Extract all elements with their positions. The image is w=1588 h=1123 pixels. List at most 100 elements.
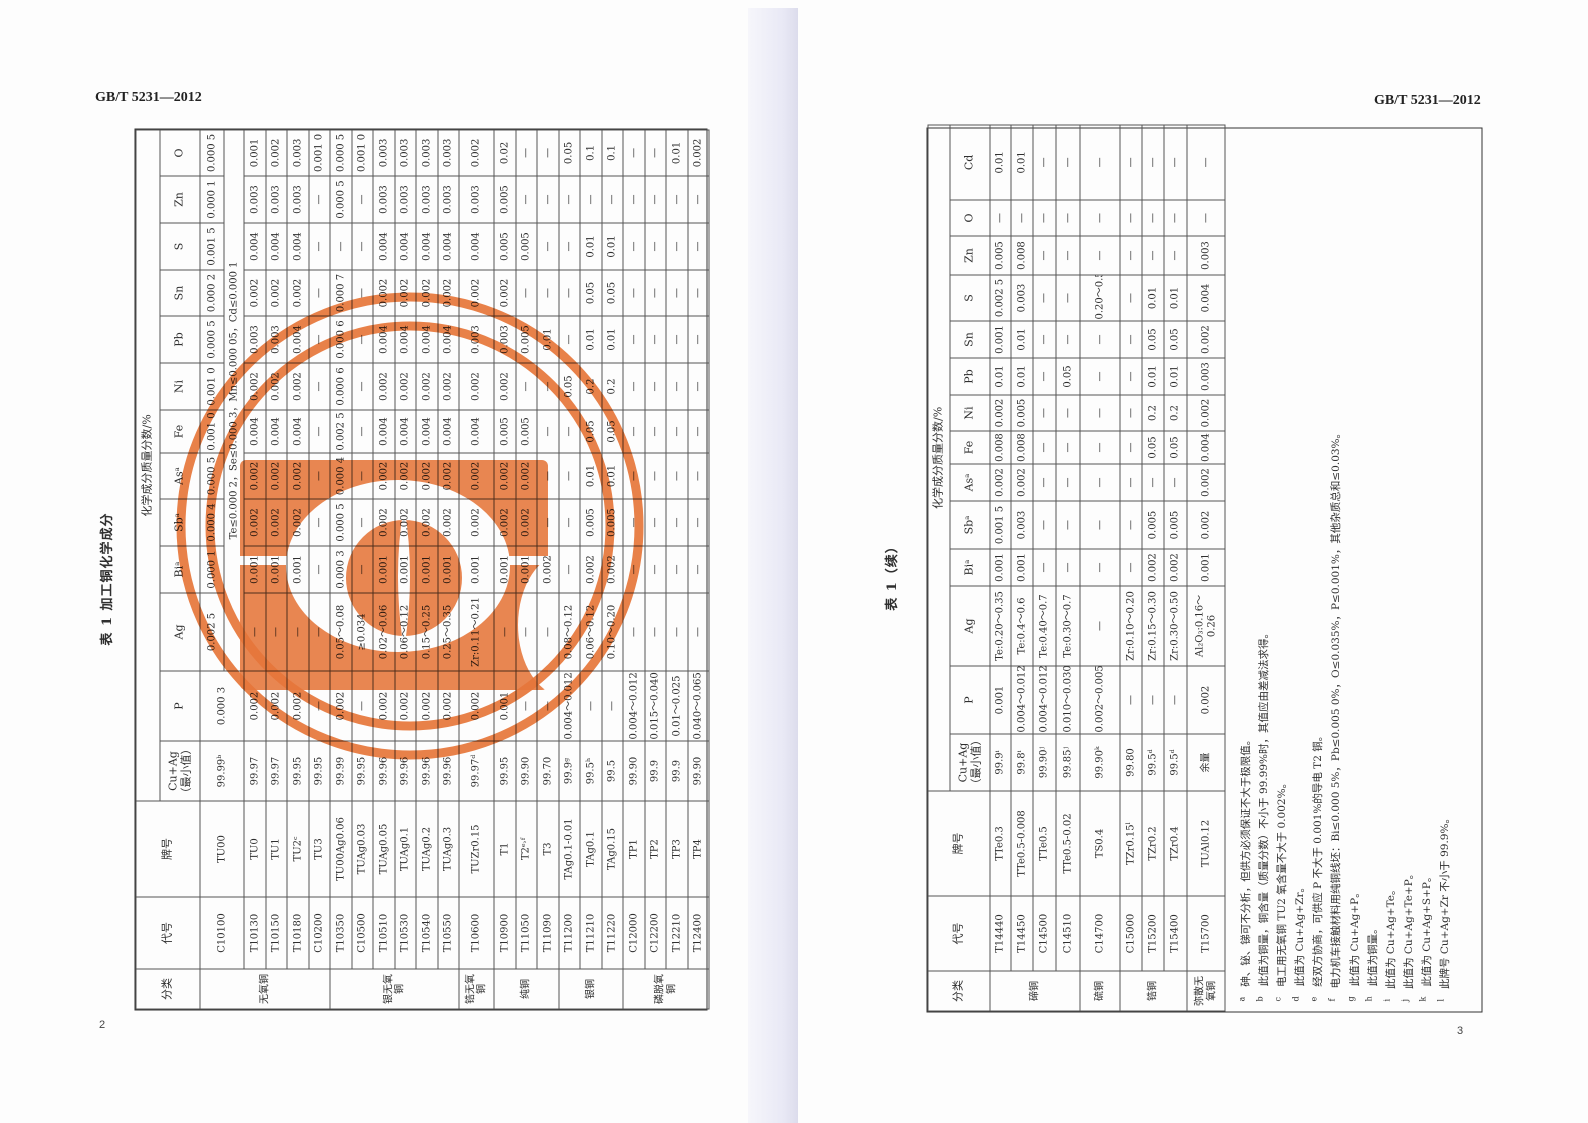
value-cell: 0.01	[580, 223, 602, 270]
grade-cell: TZr0.2	[1142, 791, 1164, 896]
value-cell: 0.000 6	[330, 316, 352, 363]
category-cell: 无氧铜	[200, 969, 330, 1009]
value-cell: —	[1033, 464, 1056, 501]
table-row: 硫铜 C14700 TS0.4 99.90ᵏ 0.002～0.005— — — — — — — —0.…	[1080, 124, 1120, 1011]
value-cell: 0.000 5	[330, 176, 352, 223]
footnote-text: 此牌号 Cu+Ag+Zr 不小于 99.9%。	[1439, 813, 1452, 989]
value-cell: Te:0.30～0.7	[1056, 586, 1080, 666]
code-cell: T14450	[1011, 896, 1033, 971]
value-cell: Zr:0.11～0.21	[459, 593, 494, 671]
value-cell: —	[1033, 431, 1056, 464]
footnote-mark: i	[1382, 998, 1392, 1002]
value-cell: —	[1056, 275, 1080, 321]
code-cell: C12200	[644, 897, 666, 969]
value-cell: Te:0.20～0.35	[990, 586, 1011, 666]
right-table-frame: 分类 代号 牌号 化学成分质量分数/% Cu+Ag（最小值） P Ag Biᵃ Sbᵃ Asᵃ Fe…	[926, 124, 1483, 1013]
value-cell: —	[623, 410, 645, 453]
value-cell: —	[308, 223, 330, 270]
value-cell: 0.001	[990, 549, 1011, 586]
value-cell: 0.002	[1164, 549, 1187, 586]
category-cell: 弥散无氧铜	[1187, 971, 1225, 1011]
value-cell: 0.002	[287, 270, 309, 316]
grade-cell: TUAg0.05	[373, 801, 395, 897]
value-cell: —	[1080, 549, 1120, 586]
table-row: 银铜 T11200 TAg0.1-0.01 99.9ᵍ 0.004～0.012 0.08～…	[558, 129, 623, 1009]
code-cell: C14500	[1033, 896, 1056, 971]
value-cell: 0.004	[394, 223, 416, 270]
grade-cell: TP1	[623, 801, 645, 897]
category-cell: 银铜	[558, 969, 623, 1009]
cu-ag-cell: 99.9	[644, 741, 666, 801]
value-cell: 0.004	[394, 410, 416, 453]
footnote-mark: k	[1418, 996, 1428, 1002]
code-cell: T11220	[601, 897, 623, 969]
header-row: 分类 代号 牌号 化学成分质量分数/%	[136, 129, 200, 1009]
grade-cell: TU00	[200, 801, 244, 897]
value-cell: —	[1142, 200, 1164, 236]
footnote: j 此值为 Cu+Ag+Te+P。	[1398, 428, 1416, 1002]
value-cell: —	[244, 593, 266, 671]
value-cell: —	[1056, 431, 1080, 464]
table-row: T10540 TUAg0.2 99.96 0.002 0.15～0.25 0.001 0.0…	[416, 129, 438, 1009]
value-cell: 0.01	[1011, 124, 1033, 200]
value-cell: 0.01	[1164, 275, 1187, 321]
value-cell: —	[644, 129, 666, 176]
value-cell: 0.008	[990, 431, 1011, 464]
value-cell: —	[1142, 124, 1164, 200]
value-cell: 0.002	[1187, 464, 1225, 501]
value-cell: 0.001	[373, 546, 395, 593]
footnote-text: 此值为 Cu+Ag+Zr。	[1294, 882, 1307, 987]
value-cell: —	[265, 593, 287, 671]
footnote-text: 此值为 Cu+Ag+S+P。	[1420, 871, 1433, 987]
value-cell: —	[558, 453, 580, 499]
code-cell: T15700	[1187, 896, 1225, 971]
value-cell: —	[558, 546, 580, 593]
value-cell: 0.01	[601, 223, 623, 270]
cu-ag-cell: 99.95	[308, 741, 330, 801]
value-cell: 0.001 0	[351, 129, 373, 176]
value-cell: 0.001	[416, 546, 438, 593]
grade-cell: TU1	[265, 801, 287, 897]
cu-ag-cell: 99.90ᵏ	[1080, 734, 1120, 791]
value-cell: 0.004	[416, 316, 438, 363]
value-cell: —	[1080, 464, 1120, 501]
value-cell: 0.004	[459, 410, 494, 453]
table-row: T12210 TP3 99.9 0.01～0.025— — — — — — — — — —0.01	[666, 129, 688, 1009]
footnote-mark: l	[1436, 998, 1446, 1002]
value-cell: 0.25～0.35	[437, 593, 459, 671]
grade-cell: TUAg0.3	[437, 801, 459, 897]
code-cell: T10900	[494, 897, 516, 969]
value-cell: —	[1033, 321, 1056, 358]
value-cell: —	[580, 671, 602, 741]
value-cell: —	[1120, 431, 1142, 464]
category-cell: 银无氧铜	[330, 969, 459, 1009]
value-cell: —	[1080, 200, 1120, 236]
value-cell: —	[580, 176, 602, 223]
value-cell: 0.2	[601, 363, 623, 410]
trace-limits-cell: Te≤0.000 2，Se≤0.000 3，Mn≤0.000 05，Cd≤0.0…	[224, 129, 244, 671]
header-element: Ag	[160, 593, 200, 671]
value-cell: —	[1056, 501, 1080, 549]
footnote-text: 电力机车接触材料用纯铜线坯：Bi≤0.000 5%，Pb≤0.005 0%，O≤…	[1330, 427, 1343, 989]
value-cell: —	[687, 593, 709, 671]
value-cell: —	[1080, 358, 1120, 395]
cu-ag-cell: 99.85ʲ	[1056, 734, 1080, 791]
code-cell: T11210	[580, 897, 602, 969]
value-cell: 0.000 3	[330, 546, 352, 593]
grade-cell: TAg0.15	[601, 801, 623, 897]
value-cell: 0.000 5	[330, 499, 352, 546]
table-row: 碲铜 T14440 TTe0.3 99.9ⁱ 0.001 Te:0.20～0.35 0.00…	[990, 124, 1080, 1011]
cu-ag-cell: 99.70	[537, 741, 559, 801]
value-cell: 0.01	[1011, 321, 1033, 358]
value-cell: 0.003	[437, 129, 459, 176]
cu-ag-cell: 99.9	[666, 741, 688, 801]
value-cell: 0.002	[330, 671, 352, 741]
value-cell: 0.003	[394, 129, 416, 176]
value-cell: 0.001	[287, 546, 309, 593]
value-cell: 0.004～0.012	[623, 671, 645, 741]
value-cell: —	[515, 270, 537, 316]
value-cell: 0.003	[494, 316, 516, 363]
value-cell: 0.05	[580, 270, 602, 316]
value-cell: 0.003	[1011, 501, 1033, 549]
value-cell: 0.001 0	[200, 363, 224, 410]
